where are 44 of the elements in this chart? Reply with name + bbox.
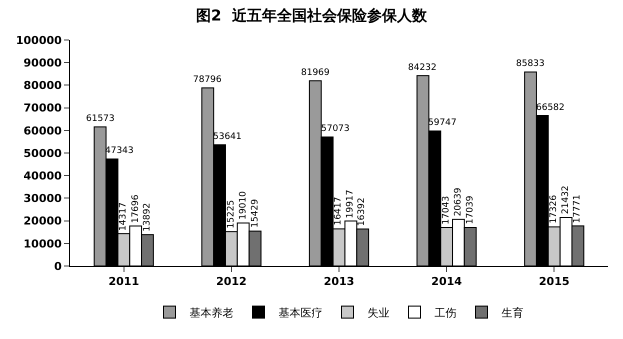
legend-label: 基本医疗 xyxy=(278,306,322,320)
data-label: 78796 xyxy=(193,75,222,85)
y-tick-label: 80000 xyxy=(24,79,62,92)
data-label: 16392 xyxy=(357,197,368,226)
y-tick-label: 70000 xyxy=(24,102,62,115)
data-label: 15225 xyxy=(226,200,236,228)
x-tick-label: 2015 xyxy=(538,275,570,288)
data-label: 81969 xyxy=(301,68,330,78)
chart-title: 图2 近五年全国社会保险参保人数 xyxy=(196,6,428,25)
legend-label: 生育 xyxy=(502,306,524,320)
data-label: 17326 xyxy=(548,194,559,224)
y-tick-label: 40000 xyxy=(24,169,62,182)
data-label: 16417 xyxy=(334,196,344,226)
data-label: 19917 xyxy=(345,190,356,218)
data-label: 17043 xyxy=(442,196,452,225)
y-tick-label: 20000 xyxy=(24,214,62,228)
data-label: 20639 xyxy=(454,187,464,216)
x-tick-label: 2014 xyxy=(431,275,462,288)
data-label: 84232 xyxy=(408,63,437,73)
y-tick-label: 90000 xyxy=(24,56,62,70)
data-label: 15429 xyxy=(250,198,260,228)
data-label: 13892 xyxy=(142,202,152,232)
y-tick-label: 60000 xyxy=(24,124,62,138)
data-label: 17039 xyxy=(465,195,476,224)
x-tick-label: 2011 xyxy=(108,275,140,288)
data-label: 19010 xyxy=(238,190,249,220)
legend-label: 基本养老 xyxy=(190,306,234,320)
data-label: 61573 xyxy=(86,114,115,124)
y-tick-label: 0 xyxy=(54,260,62,273)
x-tick-label: 2012 xyxy=(216,275,247,288)
y-tick-label: 100000 xyxy=(16,34,62,47)
data-label: 53641 xyxy=(213,132,242,142)
data-label: 85833 xyxy=(516,59,545,69)
data-label: 17771 xyxy=(572,194,583,224)
data-label: 57073 xyxy=(321,124,350,134)
y-tick-label: 30000 xyxy=(24,192,62,206)
legend-label: 失业 xyxy=(368,306,390,320)
data-label: 21432 xyxy=(560,185,571,214)
y-tick-label: 10000 xyxy=(24,237,62,250)
legend-label: 工伤 xyxy=(434,306,456,320)
y-tick-label: 50000 xyxy=(24,146,62,160)
data-label: 14317 xyxy=(118,202,129,231)
data-label: 17696 xyxy=(131,194,142,224)
x-tick-label: 2013 xyxy=(324,275,354,288)
